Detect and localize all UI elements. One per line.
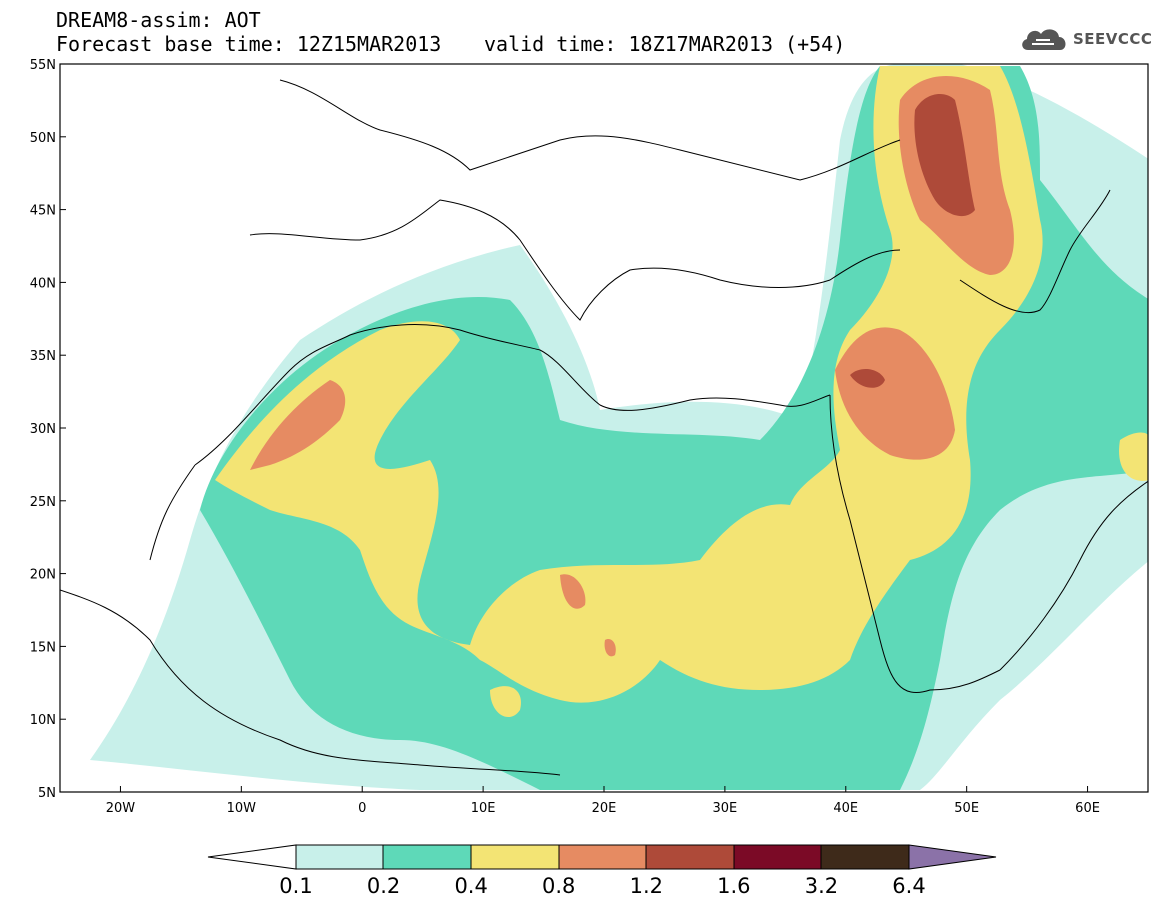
forecast-base-time: Forecast base time: 12Z15MAR2013: [56, 32, 442, 56]
aot-contours: [90, 64, 1148, 790]
valid-time: valid time: 18Z17MAR2013 (+54): [484, 32, 846, 56]
colorbar-over-arrow: [908, 844, 997, 870]
y-tick-label: 20N: [30, 568, 56, 583]
y-tick-label: 45N: [30, 204, 56, 219]
y-tick-label: 15N: [30, 640, 56, 655]
x-tick-label: 20W: [106, 801, 136, 816]
axis-ticks: 20W 10W 0 10E 20E 30E 40E 50E 60E 5N 10N 15N 20N 25N 3…: [30, 58, 1100, 816]
colorbar-labels: 0.1 0.2 0.4 0.8 1.2 1.6 3.2 6.4: [279, 874, 925, 898]
y-tick-label: 30N: [30, 422, 56, 437]
y-tick-label: 40N: [30, 276, 56, 291]
map-title: DREAM8-assim: AOT: [56, 8, 261, 32]
x-tick-label: 20E: [592, 801, 617, 816]
colorbar-label: 1.2: [630, 874, 663, 898]
colorbar-cell: [820, 844, 910, 870]
y-tick-label: 25N: [30, 495, 56, 510]
x-tick-label: 40E: [833, 801, 858, 816]
colorbar-cell: [295, 844, 384, 870]
x-tick-label: 0: [358, 801, 366, 816]
colorbar-under-arrow: [207, 844, 297, 870]
colorbar-cell: [733, 844, 822, 870]
x-tick-label: 50E: [954, 801, 979, 816]
aot-band-0.4: [215, 66, 1148, 718]
x-tick-label: 10W: [227, 801, 257, 816]
y-tick-label: 10N: [30, 713, 56, 728]
colorbar: 0.1 0.2 0.4 0.8 1.2 1.6 3.2 6.4: [207, 844, 997, 898]
coastlines: [60, 79, 1148, 776]
seevccc-logo: SEEVCCC: [1018, 24, 1152, 54]
y-tick-label: 35N: [30, 349, 56, 364]
colorbar-cell: [382, 844, 472, 870]
x-tick-label: 10E: [471, 801, 496, 816]
colorbar-cell: [645, 844, 735, 870]
colorbar-label: 1.6: [717, 874, 750, 898]
colorbar-label: 3.2: [805, 874, 838, 898]
logo-text: SEEVCCC: [1073, 30, 1153, 48]
colorbar-cell: [470, 844, 560, 870]
colorbar-label: 0.2: [367, 874, 400, 898]
x-tick-label: 30E: [713, 801, 738, 816]
y-tick-label: 50N: [30, 131, 56, 146]
y-tick-label: 5N: [38, 786, 56, 801]
colorbar-label: 0.1: [279, 874, 312, 898]
x-tick-label: 60E: [1075, 801, 1100, 816]
aot-band-1.2: [850, 94, 975, 388]
y-tick-label: 55N: [30, 58, 56, 73]
colorbar-label: 0.8: [542, 874, 575, 898]
colorbar-cell: [558, 844, 647, 870]
cloud-icon: [1022, 29, 1066, 50]
colorbar-label: 6.4: [892, 874, 925, 898]
colorbar-label: 0.4: [454, 874, 487, 898]
